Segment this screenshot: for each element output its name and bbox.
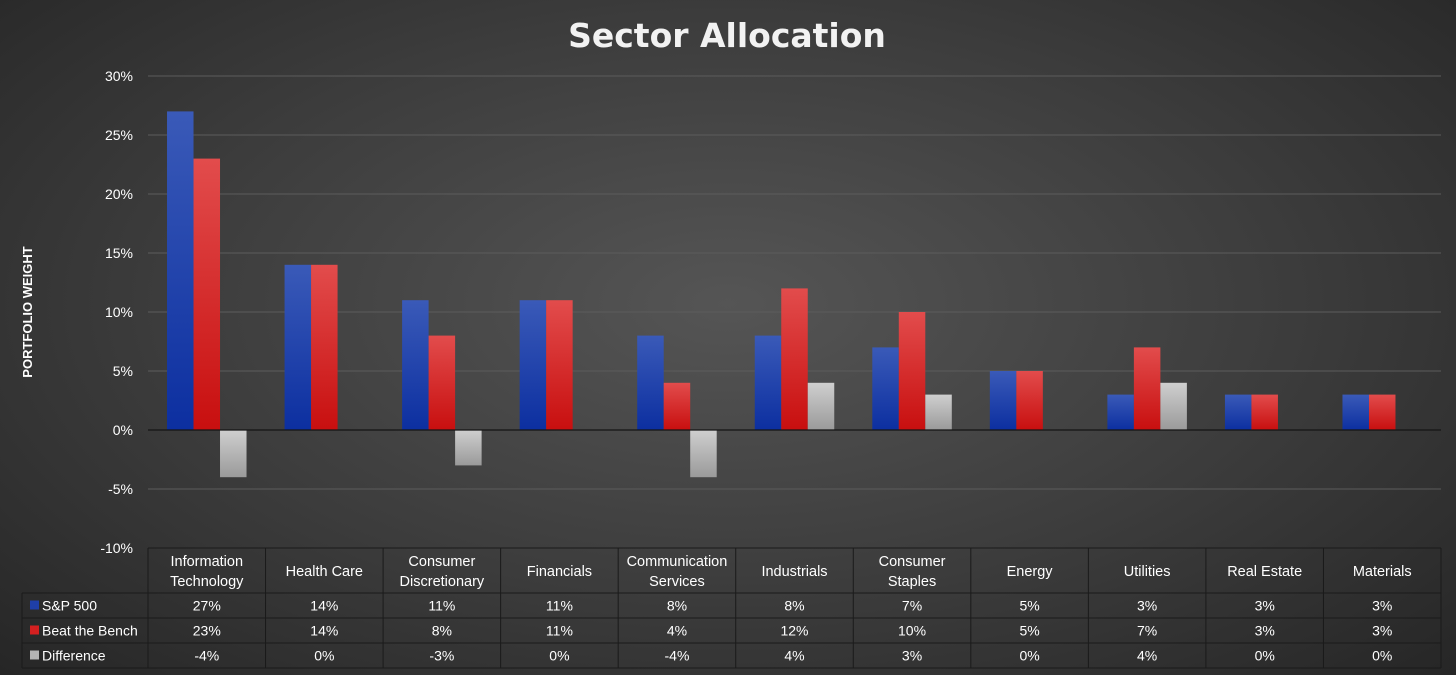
data-label: 11% xyxy=(428,598,455,614)
bar xyxy=(519,300,547,430)
y-tick-label: 5% xyxy=(113,363,133,379)
data-label: 4% xyxy=(667,623,687,639)
chart-title: Sector Allocation xyxy=(568,16,886,55)
data-label: 11% xyxy=(546,598,573,614)
bar xyxy=(402,300,429,430)
data-label: 4% xyxy=(1137,648,1157,664)
bar xyxy=(637,335,664,430)
data-label: 5% xyxy=(1019,623,1039,639)
data-label: 3% xyxy=(1372,598,1392,614)
bar xyxy=(1107,394,1134,430)
bar xyxy=(781,288,808,430)
data-label: 8% xyxy=(432,623,452,639)
legend-label: S&P 500 xyxy=(42,598,97,614)
bar xyxy=(455,430,482,466)
data-label: 4% xyxy=(784,648,804,664)
bar xyxy=(925,394,952,430)
data-label: -3% xyxy=(429,648,454,664)
legend-swatch xyxy=(30,600,39,610)
y-tick-label: 30% xyxy=(105,68,133,84)
data-label: 3% xyxy=(1255,598,1275,614)
data-label: 14% xyxy=(310,623,338,639)
legend-label: Difference xyxy=(42,648,106,664)
y-tick-label: -10% xyxy=(100,540,133,556)
bar xyxy=(167,111,194,431)
category-label: Communication Services xyxy=(627,554,728,590)
legend-swatch xyxy=(30,650,39,660)
legend-label: Beat the Bench xyxy=(42,623,138,639)
data-label: 8% xyxy=(667,598,687,614)
bar xyxy=(1342,394,1369,430)
bar xyxy=(428,335,456,430)
data-label: 0% xyxy=(1019,648,1039,664)
y-axis-label: PORTFOLIO WEIGHT xyxy=(20,246,35,377)
data-label: 12% xyxy=(780,623,808,639)
data-label: 3% xyxy=(1255,623,1275,639)
data-label: 0% xyxy=(549,648,569,664)
data-label: 10% xyxy=(898,623,926,639)
category-label: Information Technology xyxy=(170,554,244,590)
data-label: -4% xyxy=(665,648,690,664)
y-tick-label: 25% xyxy=(105,127,133,143)
bar xyxy=(807,382,835,430)
bar xyxy=(872,347,899,430)
y-tick-label: 10% xyxy=(105,304,133,320)
y-tick-label: 0% xyxy=(113,422,133,438)
bar xyxy=(690,430,717,478)
category-label: Real Estate xyxy=(1227,564,1302,580)
category-label: Consumer Staples xyxy=(879,554,946,590)
data-label: 0% xyxy=(314,648,334,664)
y-tick-label: -5% xyxy=(108,481,133,497)
bar xyxy=(311,264,338,430)
data-label: 3% xyxy=(1372,623,1392,639)
bar xyxy=(989,371,1017,430)
bar xyxy=(220,430,247,478)
data-label: 0% xyxy=(1372,648,1392,664)
category-label: Energy xyxy=(1007,564,1054,580)
data-label: 7% xyxy=(902,598,922,614)
data-label: 7% xyxy=(1137,623,1157,639)
data-label: 14% xyxy=(310,598,338,614)
legend-swatch xyxy=(30,625,39,635)
category-label: Consumer Discretionary xyxy=(400,554,485,590)
bar xyxy=(193,158,221,430)
bar xyxy=(1224,394,1252,430)
data-label: 8% xyxy=(784,598,804,614)
data-label: 0% xyxy=(1255,648,1275,664)
bar xyxy=(1160,382,1187,430)
bar xyxy=(1016,371,1043,430)
bar xyxy=(1251,394,1278,430)
data-label: 11% xyxy=(546,623,573,639)
category-label: Materials xyxy=(1353,564,1412,580)
bar xyxy=(1133,347,1161,430)
data-label: -4% xyxy=(194,648,219,664)
bar xyxy=(663,382,691,430)
category-label: Health Care xyxy=(286,564,363,580)
bar xyxy=(1368,394,1396,430)
data-label: 23% xyxy=(193,623,221,639)
bar xyxy=(898,312,926,430)
category-label: Utilities xyxy=(1124,564,1171,580)
bar xyxy=(546,300,573,430)
data-label: 3% xyxy=(1137,598,1157,614)
y-tick-label: 20% xyxy=(105,186,133,202)
bar xyxy=(754,335,782,430)
data-label: 27% xyxy=(193,598,221,614)
bar xyxy=(284,264,312,430)
category-label: Financials xyxy=(527,564,592,580)
data-label: 3% xyxy=(902,648,922,664)
category-label: Industrials xyxy=(761,564,827,580)
y-tick-label: 15% xyxy=(105,245,133,261)
data-label: 5% xyxy=(1019,598,1039,614)
